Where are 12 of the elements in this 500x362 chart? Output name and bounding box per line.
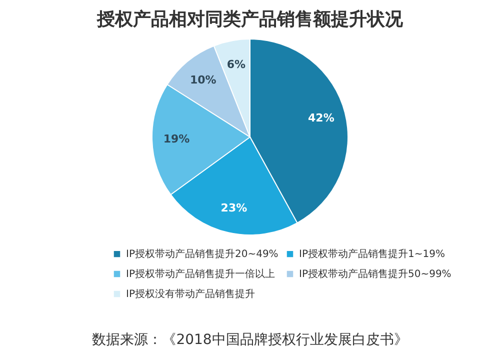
source-note: 数据来源：《2018中国品牌授权行业发展白皮书》 [92, 332, 408, 348]
data-label: 19% [163, 132, 190, 146]
data-label: 42% [308, 112, 334, 125]
legend-label: IP授权带动产品销售提升1~19% [299, 248, 445, 260]
data-label: 10% [190, 73, 216, 86]
legend-label: IP授权没有带动产品销售提升 [126, 288, 255, 300]
chart-title: 授权产品相对同类产品销售额提升状况 [96, 9, 404, 30]
data-label: 23% [220, 202, 248, 215]
legend-label: IP授权带动产品销售提升一倍以上 [126, 268, 275, 280]
legend-label: IP授权带动产品销售提升50~99% [299, 268, 452, 280]
legend-label: IP授权带动产品销售提升20~49% [126, 248, 278, 260]
data-label: 6% [226, 58, 246, 71]
